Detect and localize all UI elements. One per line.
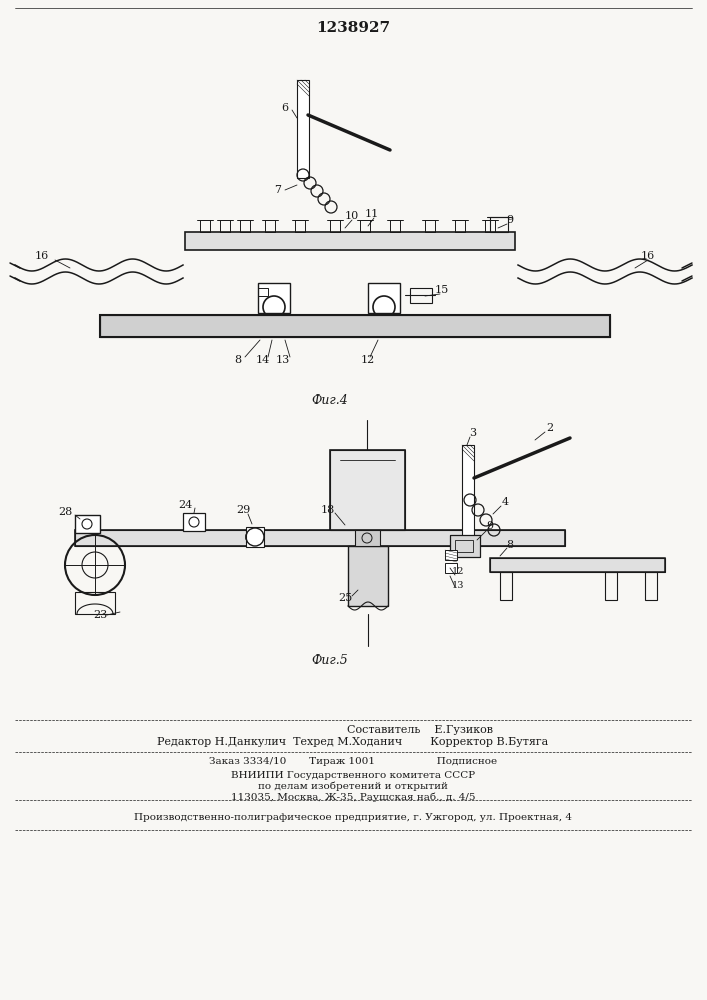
Bar <box>355 530 380 546</box>
Bar <box>75 515 100 533</box>
Text: 24: 24 <box>178 500 192 510</box>
Bar <box>450 535 480 557</box>
Text: Заказ 3334/10       Тираж 1001                   Подписное: Заказ 3334/10 Тираж 1001 Подписное <box>209 758 497 766</box>
Bar <box>450 535 480 557</box>
Text: 25: 25 <box>338 593 352 603</box>
Text: 12: 12 <box>452 568 464 576</box>
Bar <box>330 450 405 530</box>
Bar <box>295 220 305 232</box>
Text: 6: 6 <box>281 103 288 113</box>
Bar <box>455 220 465 232</box>
Text: Производственно-полиграфическое предприятие, г. Ужгород, ул. Проектная, 4: Производственно-полиграфическое предприя… <box>134 812 572 822</box>
Bar <box>485 220 495 232</box>
Text: 9: 9 <box>486 521 493 531</box>
Text: 16: 16 <box>641 251 655 261</box>
Text: 18: 18 <box>321 505 335 515</box>
Bar <box>490 558 665 572</box>
Bar <box>258 283 290 313</box>
Bar <box>100 315 610 337</box>
Text: 9: 9 <box>506 215 513 225</box>
Bar <box>75 530 565 546</box>
Text: 13: 13 <box>452 580 464 589</box>
Bar <box>100 315 610 337</box>
Text: 10: 10 <box>345 211 359 221</box>
Text: 113035, Москва, Ж-35, Раушская наб., д. 4/5: 113035, Москва, Ж-35, Раушская наб., д. … <box>230 792 475 802</box>
Text: по делам изобретений и открытий: по делам изобретений и открытий <box>258 781 448 791</box>
Bar <box>425 220 435 232</box>
Bar <box>330 220 340 232</box>
Bar <box>240 220 250 232</box>
Bar <box>390 220 400 232</box>
Text: 13: 13 <box>276 355 290 365</box>
Text: ВНИИПИ Государственного комитета СССР: ВНИИПИ Государственного комитета СССР <box>231 770 475 780</box>
Text: 14: 14 <box>256 355 270 365</box>
Text: 29: 29 <box>236 505 250 515</box>
Bar <box>605 572 617 600</box>
Bar <box>330 450 405 530</box>
Text: Фиг.4: Фиг.4 <box>312 393 349 406</box>
Bar <box>258 288 268 296</box>
Text: 15: 15 <box>435 285 449 295</box>
Text: 28: 28 <box>58 507 72 517</box>
Bar <box>360 220 370 232</box>
Text: 8: 8 <box>506 540 513 550</box>
Bar <box>75 592 115 614</box>
Text: Составитель    Е.Гузиков: Составитель Е.Гузиков <box>347 725 493 735</box>
Bar <box>297 80 309 178</box>
Bar <box>410 288 432 303</box>
Bar <box>462 445 474 540</box>
Bar <box>445 550 457 560</box>
Text: 2: 2 <box>547 423 554 433</box>
Text: 1238927: 1238927 <box>316 21 390 35</box>
Bar <box>246 527 264 547</box>
Bar <box>500 572 512 600</box>
Bar <box>200 220 210 232</box>
Text: 4: 4 <box>501 497 508 507</box>
Text: 11: 11 <box>365 209 379 219</box>
Bar <box>455 540 473 552</box>
Text: 12: 12 <box>361 355 375 365</box>
Text: Фиг.5: Фиг.5 <box>312 654 349 666</box>
Text: 23: 23 <box>93 610 107 620</box>
Text: Редактор Н.Данкулич  Техред М.Ходанич        Корректор В.Бутяга: Редактор Н.Данкулич Техред М.Ходанич Кор… <box>158 737 549 747</box>
Bar <box>265 220 275 232</box>
Text: 3: 3 <box>469 428 477 438</box>
Text: 16: 16 <box>35 251 49 261</box>
Bar <box>445 563 457 573</box>
Bar <box>220 220 230 232</box>
Bar <box>490 217 508 232</box>
Bar <box>75 530 565 546</box>
Bar <box>185 232 515 250</box>
Bar <box>645 572 657 600</box>
Bar <box>368 283 400 313</box>
Bar <box>490 558 665 572</box>
Bar <box>183 513 205 531</box>
Bar <box>348 546 388 606</box>
Text: 7: 7 <box>274 185 281 195</box>
Text: 8: 8 <box>235 355 242 365</box>
